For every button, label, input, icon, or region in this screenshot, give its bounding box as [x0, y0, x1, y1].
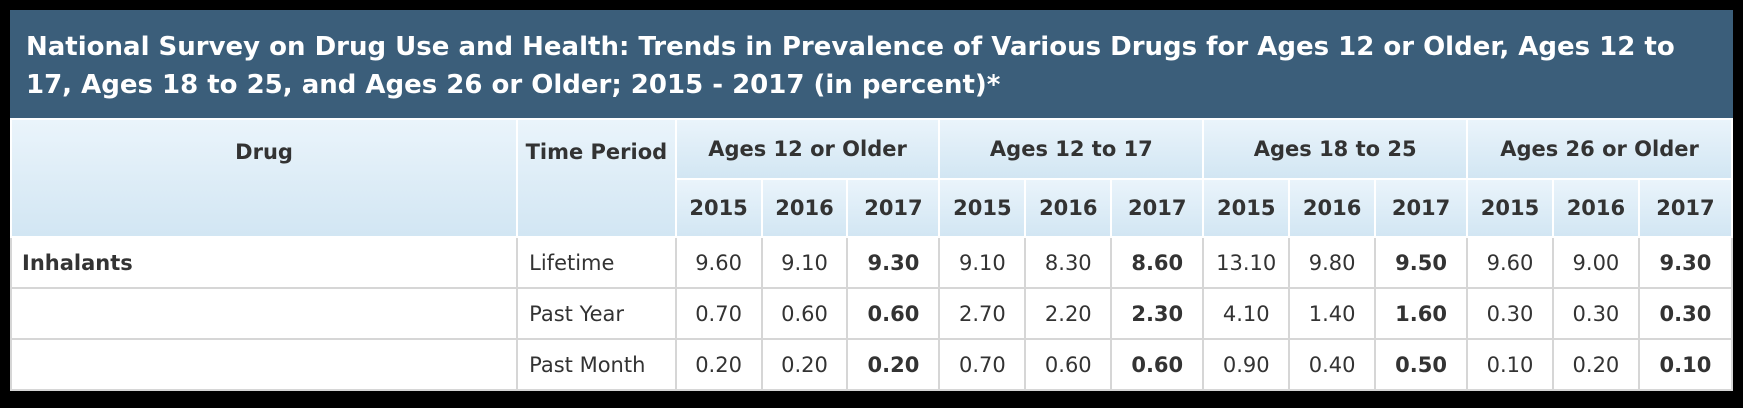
value-cell: 13.10 [1202, 236, 1291, 289]
col-header-year: 2016 [760, 178, 849, 238]
value-cell: 9.60 [1466, 236, 1554, 289]
value-cell: 8.60 [1110, 236, 1205, 289]
time-period-cell: Past Year [516, 287, 677, 340]
col-header-year: 2016 [1024, 178, 1113, 238]
value-cell: 0.30 [1637, 287, 1733, 340]
col-header-year: 2015 [1202, 178, 1291, 238]
value-cell: 0.30 [1551, 287, 1640, 340]
col-header-year: 2017 [1110, 178, 1205, 238]
value-cell: 9.50 [1374, 236, 1469, 289]
value-cell: 2.20 [1024, 287, 1113, 340]
drug-cell: Inhalants [10, 236, 519, 289]
value-cell: 1.40 [1288, 287, 1377, 340]
header-row-years: 2015 2016 2017 2015 2016 2017 2015 2016 … [11, 178, 1733, 238]
value-cell: 8.30 [1024, 236, 1113, 289]
value-cell: 0.20 [674, 338, 763, 391]
table-row: Past Month 0.20 0.20 0.20 0.70 0.60 0.60… [10, 338, 1733, 391]
col-header-year: 2015 [938, 178, 1027, 238]
value-cell: 0.50 [1374, 338, 1469, 391]
table-title: National Survey on Drug Use and Health: … [10, 10, 1733, 118]
col-header-year: 2017 [1637, 178, 1733, 238]
col-header-group: Ages 26 or Older [1466, 118, 1733, 180]
col-header-group: Ages 18 to 25 [1202, 118, 1469, 180]
table-row: Past Year 0.70 0.60 0.60 2.70 2.20 2.30 … [10, 287, 1733, 340]
value-cell: 9.10 [760, 236, 849, 289]
value-cell: 0.10 [1466, 338, 1554, 391]
value-cell: 0.70 [938, 338, 1027, 391]
data-table: Drug Time Period Ages 12 or Older Ages 1… [10, 118, 1733, 391]
value-cell: 0.20 [760, 338, 849, 391]
value-cell: 0.20 [1551, 338, 1640, 391]
value-cell: 0.90 [1202, 338, 1291, 391]
drug-cell [10, 287, 519, 340]
col-header-year: 2016 [1551, 178, 1640, 238]
value-cell: 2.70 [938, 287, 1027, 340]
time-period-cell: Past Month [516, 338, 677, 391]
value-cell: 9.60 [674, 236, 763, 289]
value-cell: 0.60 [1110, 338, 1205, 391]
col-header-time-period: Time Period [516, 118, 677, 238]
col-header-drug: Drug [10, 118, 519, 238]
value-cell: 0.60 [846, 287, 941, 340]
value-cell: 2.30 [1110, 287, 1205, 340]
value-cell: 9.30 [846, 236, 941, 289]
value-cell: 0.60 [760, 287, 849, 340]
col-header-year: 2015 [674, 178, 763, 238]
drug-cell [10, 338, 519, 391]
value-cell: 1.60 [1374, 287, 1469, 340]
value-cell: 9.80 [1288, 236, 1377, 289]
col-header-year: 2015 [1466, 178, 1554, 238]
value-cell: 9.10 [938, 236, 1027, 289]
value-cell: 9.00 [1551, 236, 1640, 289]
table-row: Inhalants Lifetime 9.60 9.10 9.30 9.10 8… [10, 236, 1733, 289]
value-cell: 0.60 [1024, 338, 1113, 391]
col-header-group: Ages 12 or Older [674, 118, 941, 180]
col-header-year: 2017 [1374, 178, 1469, 238]
value-cell: 4.10 [1202, 287, 1291, 340]
value-cell: 0.10 [1637, 338, 1733, 391]
value-cell: 0.20 [846, 338, 941, 391]
col-header-group: Ages 12 to 17 [938, 118, 1205, 180]
col-header-year: 2016 [1288, 178, 1377, 238]
col-header-year: 2017 [846, 178, 941, 238]
value-cell: 0.30 [1466, 287, 1554, 340]
header-row-groups: Drug Time Period Ages 12 or Older Ages 1… [10, 118, 1733, 238]
value-cell: 0.40 [1288, 338, 1377, 391]
time-period-cell: Lifetime [516, 236, 677, 289]
value-cell: 0.70 [674, 287, 763, 340]
value-cell: 9.30 [1637, 236, 1733, 289]
